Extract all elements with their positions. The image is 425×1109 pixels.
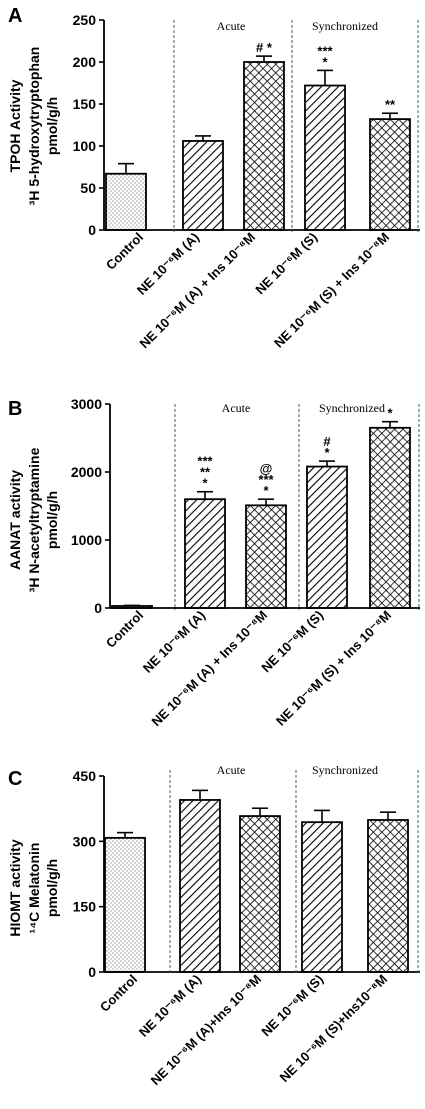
panel-c-ytick-label: 0: [88, 964, 96, 980]
panel-c-bar: [301, 821, 343, 973]
panel-a-bar: [182, 140, 224, 231]
panel-a-ytick-label: 0: [88, 222, 96, 238]
panel-a-group-acute: Acute: [217, 19, 246, 33]
panel-b-significance-mark: ***: [258, 472, 274, 487]
panel-b-significance-mark: *: [324, 445, 330, 460]
panel-c-group-acute: Acute: [217, 763, 246, 777]
panel-c-bar: [239, 815, 281, 973]
panel-c-bar: [179, 799, 221, 973]
panel-a-ytick-label: 100: [73, 138, 97, 154]
panel-c-group-synchronized: Synchronized: [312, 763, 378, 777]
panel-b-category-label: Control: [103, 608, 146, 651]
panel-b-category-label: NE 10⁻⁶M (S) + Ins 10⁻⁸M: [273, 608, 394, 729]
panel-a-significance-mark: *: [322, 54, 328, 69]
panel-a-label: A: [8, 5, 22, 27]
panel-c-category-label: NE 10⁻⁶M (S): [258, 972, 326, 1040]
panel-c-ytick-label: 150: [73, 899, 97, 915]
panel-a-category-label: NE 10⁻⁶M (S) + Ins 10⁻⁸M: [271, 230, 392, 351]
panel-b-ytick-label: 0: [94, 600, 102, 616]
panel-c-bar: [367, 819, 409, 973]
panel-b-ytick-label: 2000: [71, 464, 102, 480]
panel-c-ylabel-line1: HIOMT activity: [7, 839, 23, 936]
panel-a-significance-mark: ***: [317, 43, 333, 58]
panel-b-significance-mark: @: [260, 461, 273, 476]
panel-a-category-label: NE 10⁻⁶M (S): [252, 230, 320, 298]
panel-b-category-label: NE 10⁻⁶M (A) + Ins 10⁻⁸M: [149, 608, 271, 730]
panel-a-ytick-label: 200: [73, 54, 97, 70]
panel-c-category-label: Control: [97, 972, 140, 1015]
panel-b-bar: [245, 504, 287, 609]
panel-a-category-label: NE 10⁻⁶M (A) + Ins 10⁻⁸M: [137, 230, 259, 352]
panel-b: B AANAT activity ³H N-acetyltryptamine p…: [7, 396, 420, 729]
panel-a-bar: [369, 118, 411, 231]
panel-c-category-label: NE 10⁻⁶M (A)+Ins 10⁻⁸M: [148, 972, 264, 1088]
panel-a-ytick-label: 150: [73, 96, 97, 112]
panel-a-ylabel-line1: TPOH Activity: [7, 79, 23, 172]
panel-a-ytick-label: 250: [73, 12, 97, 28]
panel-b-significance-mark: **: [200, 465, 211, 480]
panel-a-bar: [243, 61, 285, 231]
panel-b-significance-mark: #: [323, 434, 331, 449]
panel-b-significance-mark: *: [202, 476, 208, 491]
panel-c-category-label: NE 10⁻⁶M (S)+Ins10⁻⁸M: [277, 972, 390, 1085]
panel-b-significance-mark: *: [387, 406, 393, 421]
panel-b-label: B: [8, 398, 22, 420]
panel-b-significance-mark: ***: [197, 454, 213, 469]
panel-a-ytick-label: 50: [80, 180, 96, 196]
panel-b-group-acute: Acute: [222, 401, 251, 415]
panel-c-ytick-label: 300: [73, 833, 97, 849]
panel-c-ytick-label: 450: [73, 768, 97, 784]
panel-a-significance-mark: **: [385, 97, 396, 112]
panel-a: A TPOH Activity ³H 5-hydroxytryptophan p…: [7, 5, 420, 351]
panel-c-ylabel-line3: pmol/g/h: [44, 859, 60, 917]
panel-b-bar: [306, 465, 348, 609]
panel-a-ylabel-line2: ³H 5-hydroxytryptophan: [26, 47, 42, 206]
panel-b-significance-mark: *: [263, 483, 269, 498]
panel-b-ytick-label: 1000: [71, 532, 102, 548]
panel-b-bar: [369, 426, 411, 609]
panel-c-bar: [104, 836, 146, 973]
panel-a-significance-mark: # *: [256, 40, 273, 55]
panel-a-bar: [105, 172, 147, 231]
panel-c-label: C: [8, 768, 22, 790]
panel-a-ylabel-line3: pmol/g/h: [44, 97, 60, 155]
panel-b-group-synchronized: Synchronized: [319, 401, 385, 415]
panel-b-category-label: NE 10⁻⁶M (A): [140, 608, 208, 676]
panel-c: C HIOMT activity ¹⁴C Melatonin pmol/g/h …: [7, 763, 420, 1088]
panel-b-bar: [184, 498, 226, 609]
panel-c-ylabel-line2: ¹⁴C Melatonin: [26, 843, 42, 934]
panel-b-ylabel-line3: pmol/g/h: [44, 491, 60, 549]
panel-b-ylabel-line2: ³H N-acetyltryptamine: [26, 447, 42, 592]
panel-c-category-label: NE 10⁻⁶M (A): [136, 972, 204, 1040]
panel-a-bar: [304, 84, 346, 231]
panel-b-ytick-label: 3000: [71, 396, 102, 412]
panel-a-group-synchronized: Synchronized: [312, 19, 378, 33]
panel-a-category-label: Control: [103, 230, 146, 273]
panel-b-ylabel-line1: AANAT activity: [7, 470, 23, 570]
